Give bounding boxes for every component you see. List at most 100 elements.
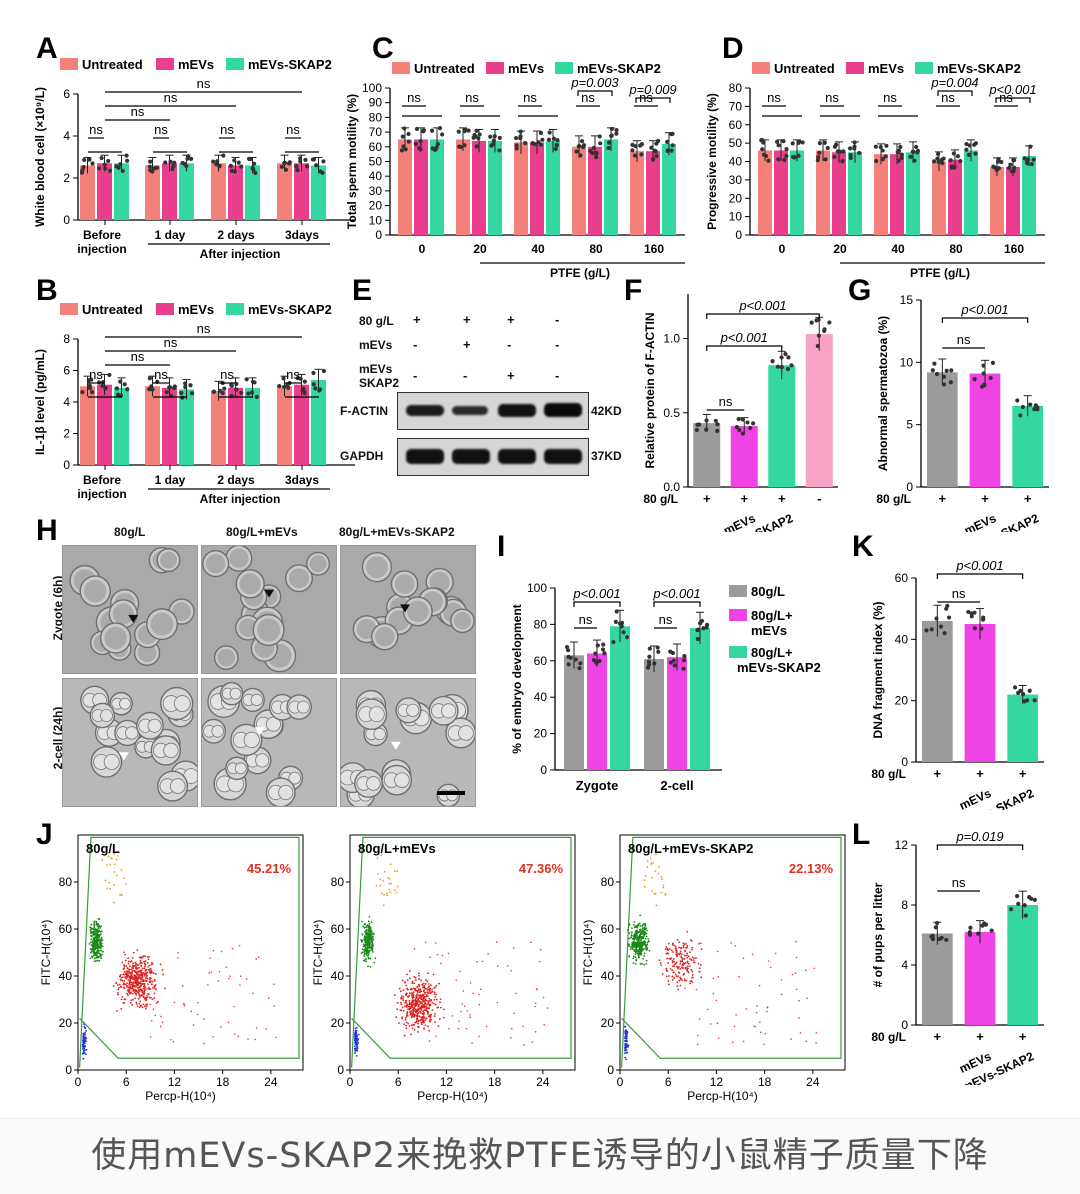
event-dot: [143, 982, 146, 985]
event-dot: [643, 954, 646, 957]
event-dot: [93, 949, 95, 952]
data-point: [1027, 895, 1032, 900]
data-point: [277, 384, 282, 389]
data-point: [591, 145, 596, 151]
event-dot: [669, 968, 672, 970]
event-dot: [364, 949, 367, 952]
data-point: [538, 142, 544, 147]
data-point: [167, 385, 172, 390]
event-dot: [145, 999, 147, 1001]
event-dot: [640, 932, 642, 935]
event-dot: [496, 1001, 499, 1004]
data-point: [790, 141, 795, 146]
event-dot: [239, 975, 242, 977]
legend-label: 80g/L: [751, 584, 785, 599]
event-dot: [422, 1015, 425, 1018]
y-tick-label: 30: [729, 173, 743, 187]
data-point: [671, 658, 676, 663]
x-tick-label: 80: [949, 242, 963, 256]
event-dot: [203, 1018, 205, 1020]
data-point: [935, 156, 940, 161]
significance-label: p<0.001: [988, 82, 1036, 97]
data-point: [1027, 688, 1032, 693]
event-dot: [471, 1042, 473, 1044]
event-dot: [410, 1016, 413, 1019]
data-point: [941, 374, 947, 379]
event-dot: [745, 1008, 748, 1010]
event-dot: [423, 985, 426, 987]
event-dot: [121, 979, 124, 982]
bar: [921, 620, 953, 762]
x-tick-label: 20: [833, 242, 847, 256]
event-dot: [805, 969, 807, 971]
event-dot: [368, 928, 370, 931]
event-dot: [632, 941, 635, 944]
data-point: [654, 153, 659, 159]
data-point: [106, 158, 111, 164]
event-dot: [695, 957, 697, 959]
data-point: [638, 143, 643, 148]
event-dot: [672, 965, 675, 968]
event-dot: [151, 963, 154, 965]
event-dot: [355, 1029, 358, 1032]
event-dot: [209, 957, 211, 960]
event-dot: [401, 1016, 404, 1019]
event-dot: [415, 1014, 418, 1017]
event-dot: [368, 932, 371, 935]
treatment-sign: +: [1024, 491, 1032, 506]
event-dot: [624, 1042, 627, 1045]
data-point: [1023, 913, 1028, 918]
legend-swatch: [729, 646, 747, 658]
event-dot: [424, 983, 427, 985]
x-tick-label: 6: [665, 1075, 672, 1089]
event-dot: [146, 955, 149, 958]
significance-label: ns: [883, 90, 897, 105]
event-dot: [425, 979, 427, 982]
event-dot: [700, 976, 703, 979]
event-dot: [135, 962, 138, 965]
significance-label: ns: [952, 875, 966, 890]
data-point: [321, 159, 326, 164]
flow-plot-frame: [349, 834, 576, 1071]
event-dot: [92, 951, 95, 954]
event-dot: [124, 976, 127, 979]
event-dot: [140, 964, 143, 967]
event-dot: [100, 943, 103, 946]
event-dot: [96, 946, 98, 949]
event-dot: [98, 955, 101, 958]
event-dot: [385, 892, 388, 895]
x-tick-label: 0: [75, 1075, 82, 1089]
data-point: [874, 158, 879, 164]
data-point: [254, 394, 259, 400]
event-dot: [132, 990, 135, 992]
event-dot: [148, 971, 151, 974]
y-tick-label: 60: [59, 922, 73, 936]
data-point: [164, 389, 169, 395]
bar: [114, 163, 129, 220]
bar: [97, 163, 112, 220]
bar: [693, 423, 721, 487]
data-point: [252, 161, 257, 166]
event-dot: [368, 936, 371, 939]
bar: [530, 142, 544, 235]
event-dot: [372, 936, 374, 939]
event-dot: [418, 974, 421, 977]
data-point: [999, 159, 1004, 165]
event-dot: [678, 966, 680, 968]
event-dot: [625, 1042, 628, 1045]
event-dot: [147, 992, 150, 995]
event-dot: [416, 1017, 419, 1020]
data-point: [402, 126, 407, 131]
bar: [456, 139, 470, 235]
x-tick-label: 1 day: [155, 228, 186, 242]
event-dot: [693, 957, 695, 960]
event-dot: [355, 1040, 357, 1043]
event-dot: [690, 940, 693, 942]
event-dot: [129, 981, 132, 984]
event-dot: [247, 1038, 249, 1040]
event-dot: [395, 1016, 398, 1018]
event-dot: [634, 953, 637, 956]
